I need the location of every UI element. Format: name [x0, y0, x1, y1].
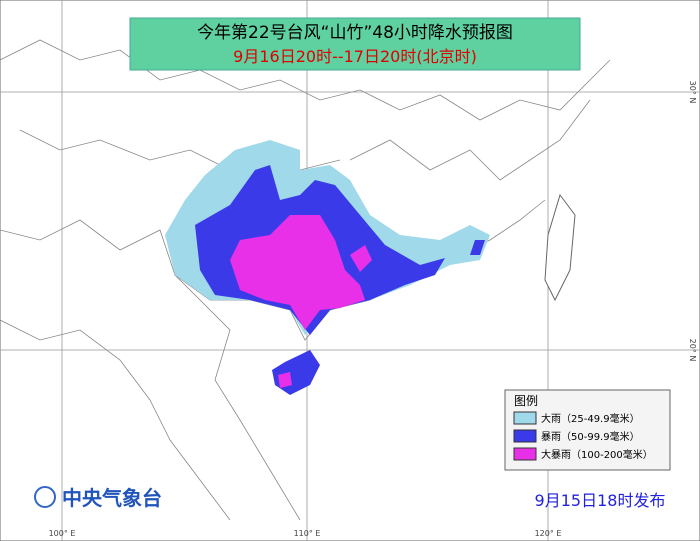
agency: 中央气象台	[62, 486, 162, 510]
title-box	[129, 17, 581, 71]
lat-label: 30° N	[688, 81, 697, 104]
torrential-rain-area	[350, 245, 372, 272]
title: 今年第22号台风“山竹”48小时降水预报图	[197, 23, 513, 43]
legend-swatch	[513, 429, 537, 443]
country-border	[0, 219, 301, 521]
legend-swatch	[513, 411, 537, 425]
lon-label: 100° E	[49, 529, 76, 538]
subtitle: 9月16日20时--17日20时(北京时)	[233, 47, 477, 66]
legend-label: 大暴雨（100-200毫米）	[541, 448, 653, 461]
province-border	[0, 39, 611, 121]
legend-label: 暴雨（50-99.9毫米）	[541, 430, 640, 443]
lon-label: 110° E	[294, 529, 321, 538]
logo	[34, 486, 56, 508]
lon-label: 120° E	[535, 529, 562, 538]
province-border	[349, 99, 591, 181]
legend: 图例 大雨（25-49.9毫米） 暴雨（50-99.9毫米） 大暴雨（100-200…	[504, 389, 671, 471]
country-border	[0, 319, 231, 521]
legend-items: 大雨（25-49.9毫米） 暴雨（50-99.9毫米） 大暴雨（100-200毫米）	[513, 411, 653, 461]
taiwan	[544, 193, 576, 302]
torrential-rain-area	[230, 215, 365, 330]
issued-time: 9月15日18时发布	[535, 491, 666, 510]
legend-swatch	[513, 447, 537, 461]
rain-areas	[165, 140, 490, 395]
lat-label: 20° N	[688, 339, 697, 362]
rainstorm-area	[470, 240, 485, 255]
legend-label: 大雨（25-49.9毫米）	[541, 412, 640, 425]
legend-title: 图例	[514, 394, 538, 408]
torrential-rain-area	[278, 372, 292, 388]
axis-labels: 100° E 110° E 120° E 30° N 20° N	[49, 81, 697, 538]
